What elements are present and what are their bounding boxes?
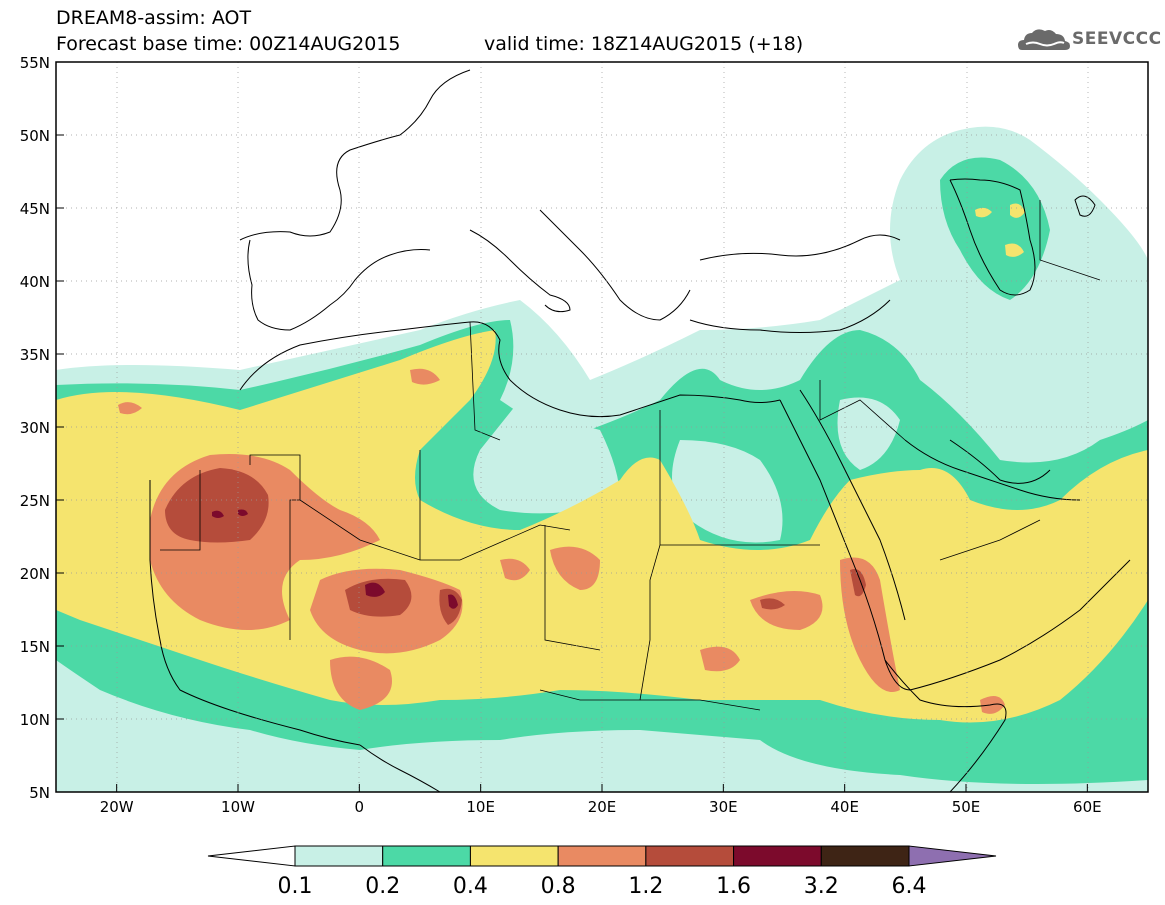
lat-label: 10N — [20, 711, 50, 729]
colorbar-box — [294, 845, 384, 867]
coastlines — [149, 69, 1131, 792]
country-borders — [160, 200, 1101, 711]
logo-text: SEEVCCC — [1072, 29, 1162, 49]
lat-label: 5N — [29, 784, 50, 802]
latitude-axis: 55N 50N 45N 40N 35N 30N 25N 20N 15N 10N 5N — [20, 54, 64, 802]
cloud-logo-icon — [1018, 29, 1070, 50]
lon-label: 20W — [100, 798, 134, 816]
lat-label: 45N — [20, 200, 50, 218]
lat-label: 15N — [20, 638, 50, 656]
colorbar-box — [382, 845, 471, 867]
lat-label: 30N — [20, 419, 50, 437]
aot-band-1.6-3.2 — [212, 509, 458, 609]
lon-label: 40E — [830, 798, 859, 816]
map-title: DREAM8-assim: AOT — [56, 7, 252, 29]
lon-label: 50E — [952, 798, 981, 816]
lat-label: 20N — [20, 565, 50, 583]
lat-label: 40N — [20, 273, 50, 291]
colorbar-box — [733, 845, 822, 867]
graticule — [56, 62, 1148, 792]
lat-label: 55N — [20, 54, 50, 72]
lon-label: 30E — [709, 798, 738, 816]
colorbar-box — [469, 845, 559, 867]
forecast-base-time: Forecast base time: 00Z14AUG2015 — [56, 33, 401, 55]
aot-band-1.2-1.6 — [165, 468, 866, 625]
colorbar: 0.1 0.2 0.4 0.8 1.2 1.6 3.2 6.4 — [207, 845, 997, 899]
aot-clear-windows — [473, 320, 1067, 543]
lon-label: 10W — [221, 798, 255, 816]
colorbar-box — [645, 845, 735, 867]
colorbar-under-triangle — [207, 845, 296, 867]
lon-label: 20E — [588, 798, 617, 816]
colorbar-box — [820, 845, 910, 867]
colorbar-label: 0.8 — [541, 874, 576, 899]
lat-label: 25N — [20, 492, 50, 510]
lat-label: 50N — [20, 127, 50, 145]
colorbar-box — [557, 845, 647, 867]
colorbar-label: 0.2 — [365, 874, 400, 899]
lon-label: 10E — [466, 798, 495, 816]
valid-time: valid time: 18Z14AUG2015 (+18) — [484, 33, 804, 55]
colorbar-label: 1.6 — [716, 874, 751, 899]
colorbar-label: 0.4 — [453, 874, 488, 899]
longitude-axis: 20W 10W 0 10E 20E 30E 40E 50E 60E — [100, 784, 1102, 816]
colorbar-label: 0.1 — [278, 874, 313, 899]
lon-label: 60E — [1073, 798, 1102, 816]
colorbar-label: 6.4 — [892, 874, 927, 899]
lat-label: 35N — [20, 346, 50, 364]
colorbar-over-triangle — [908, 845, 997, 867]
colorbar-label: 3.2 — [804, 874, 839, 899]
colorbar-label: 1.2 — [628, 874, 663, 899]
aot-caspian-patches — [975, 203, 1025, 257]
lon-label: 0 — [355, 798, 365, 816]
